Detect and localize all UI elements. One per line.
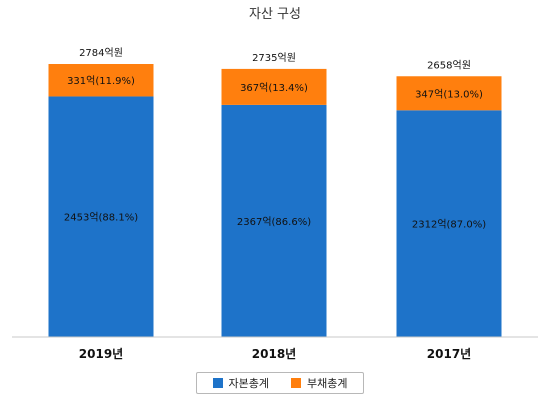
legend-item-liabilities: 부채총계 [291, 375, 347, 391]
data-label-liabilities-2: 347억(13.0%) [415, 88, 483, 100]
total-label-2: 2658억원 [427, 59, 471, 71]
legend-swatch-liabilities [291, 378, 301, 388]
data-label-equity-1: 2367억(86.6%) [237, 216, 311, 228]
data-label-equity-2: 2312억(87.0%) [412, 219, 486, 231]
x-tick-label-2: 2017년 [427, 347, 471, 361]
legend-item-equity: 자본총계 [212, 375, 269, 391]
bar-equity-1 [221, 104, 327, 337]
legend-label-liabilities: 부채총계 [307, 377, 348, 390]
x-tick-label-0: 2019년 [79, 347, 123, 361]
bar-equity-2 [396, 110, 502, 337]
x-tick-label-1: 2018년 [252, 347, 296, 361]
data-label-equity-0: 2453억(88.1%) [64, 212, 138, 224]
bar-equity-0 [48, 96, 154, 337]
chart-title: 자산 구성 [249, 7, 301, 22]
data-label-liabilities-0: 331억(11.9%) [67, 75, 135, 87]
bar-liabilities-2 [396, 76, 502, 111]
bar-liabilities-0 [48, 64, 154, 97]
legend-swatch-equity [212, 378, 223, 388]
legend-label-equity: 자본총계 [228, 377, 269, 390]
total-label-1: 2735억원 [252, 52, 296, 64]
bars-group: 2453억(88.1%) 331억(11.9%) 2784억원 2019년 2367억(… [48, 47, 502, 361]
total-label-0: 2784억원 [79, 47, 123, 59]
data-label-liabilities-1: 367억(13.4%) [240, 82, 308, 94]
legend: 자본총계 부채총계 [196, 372, 364, 394]
bar-liabilities-1 [221, 68, 327, 105]
